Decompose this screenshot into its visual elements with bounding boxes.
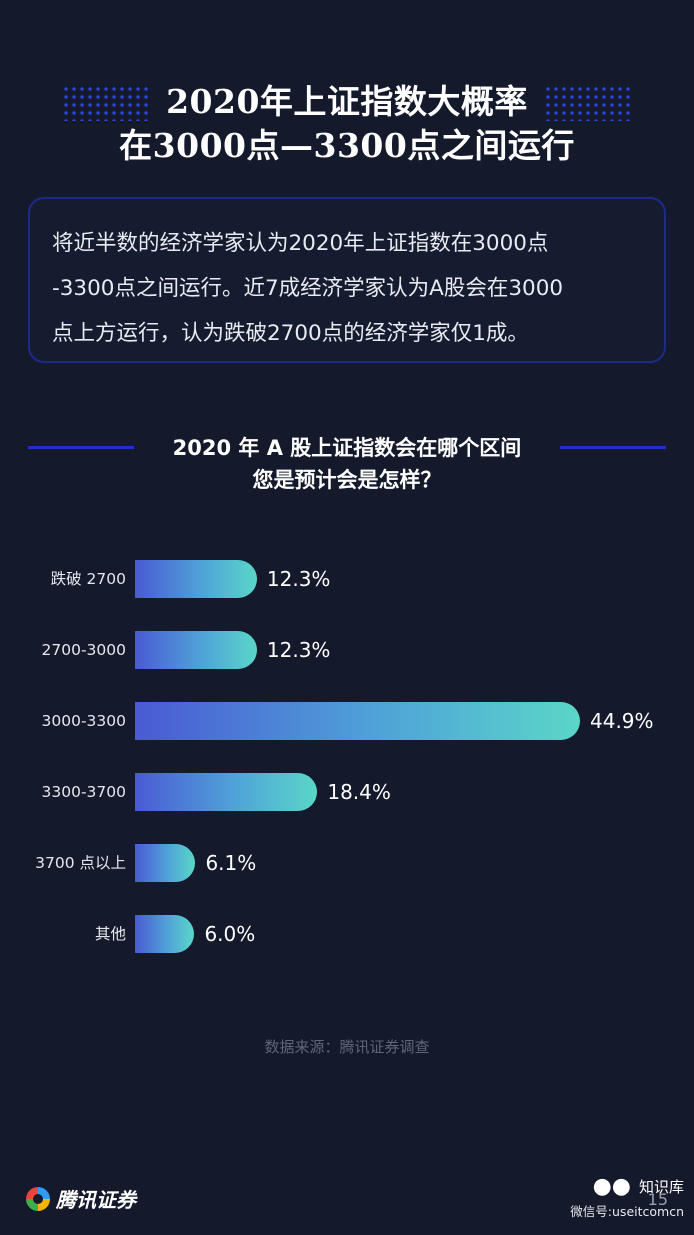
bar bbox=[135, 915, 195, 953]
category-label: 3700 点以上 bbox=[35, 854, 126, 872]
section-rule-left bbox=[28, 446, 134, 449]
wechat-icon: ●● bbox=[592, 1174, 631, 1199]
intro-line-1: 将近半数的经济学家认为2020年上证指数在3000点 bbox=[52, 231, 549, 256]
bar bbox=[135, 773, 318, 811]
chart-title-block: 2020 年 A 股上证指数会在哪个区间 您是预计会是怎样？ bbox=[0, 432, 694, 496]
value-label: 6.1% bbox=[205, 851, 257, 875]
bar bbox=[135, 702, 580, 740]
chart-title: 2020 年 A 股上证指数会在哪个区间 bbox=[172, 436, 522, 460]
chart-subtitle: 您是预计会是怎样？ bbox=[252, 468, 442, 492]
intro-line-2: -3300点之间运行。近7成经济学家认为A股会在3000 bbox=[52, 276, 564, 301]
category-label: 其他 bbox=[94, 925, 126, 943]
title-line-2: 在3000点—3300点之间运行 bbox=[119, 126, 575, 165]
intro-line-3: 点上方运行，认为跌破2700点的经济学家仅1成。 bbox=[52, 321, 529, 346]
category-label: 跌破 2700 bbox=[50, 570, 126, 588]
brand-name: 腾讯证券 bbox=[56, 1188, 136, 1212]
value-label: 18.4% bbox=[327, 780, 391, 804]
bar-chart: 跌破 2700 12.3% 2700-3000 12.3% 3000-3300 44.9%… bbox=[0, 540, 694, 980]
decor-dots-right bbox=[544, 85, 632, 121]
decor-dots-left bbox=[62, 85, 150, 121]
value-label: 12.3% bbox=[266, 638, 331, 662]
page-number: 15 bbox=[647, 1190, 668, 1209]
bar bbox=[135, 844, 196, 882]
tencent-logo-icon bbox=[26, 1186, 50, 1211]
value-label: 6.0% bbox=[204, 922, 256, 946]
value-label: 44.9% bbox=[590, 709, 654, 733]
wechat-account-id: 微信号:useitcomcn bbox=[570, 1204, 684, 1219]
section-rule-right bbox=[560, 446, 666, 449]
wechat-watermark: ●● 知识库 微信号:useitcomcn bbox=[570, 1174, 684, 1220]
value-label: 12.3% bbox=[266, 567, 331, 591]
page-title: 2020年上证指数大概率 在3000点—3300点之间运行 bbox=[0, 80, 694, 168]
wechat-account-name: 知识库 bbox=[638, 1178, 684, 1196]
category-label: 3300-3700 bbox=[41, 783, 127, 801]
bar bbox=[135, 631, 257, 669]
category-label: 3000-3300 bbox=[41, 712, 127, 730]
title-line-1: 2020年上证指数大概率 bbox=[166, 82, 528, 121]
brand-logo: 腾讯证券 bbox=[26, 1184, 136, 1213]
data-source: 数据来源：腾讯证券调查 bbox=[264, 1038, 430, 1056]
category-label: 2700-3000 bbox=[41, 641, 127, 659]
intro-box: 将近半数的经济学家认为2020年上证指数在3000点 -3300点之间运行。近7… bbox=[28, 197, 666, 363]
bar bbox=[135, 560, 257, 598]
